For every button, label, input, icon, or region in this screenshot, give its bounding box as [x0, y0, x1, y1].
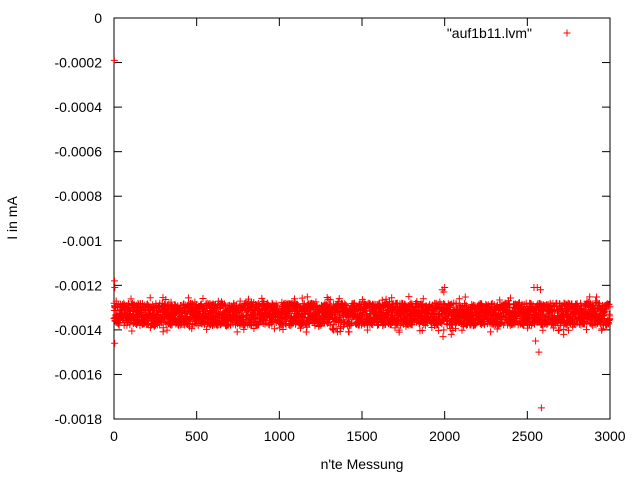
data-point — [236, 297, 244, 305]
data-point — [126, 321, 134, 329]
data-point — [564, 326, 572, 334]
data-point-outlier — [110, 277, 118, 285]
data-point — [162, 295, 170, 303]
series-points — [110, 56, 614, 412]
axis-ticks: 0 500 1000 1500 2000 2500 3000 0 -0.0002 -0.0004 -… — [55, 10, 626, 444]
y-tick-label: -0.0002 — [55, 55, 103, 71]
data-point — [452, 324, 460, 332]
data-point — [242, 299, 250, 307]
y-axis-label: I in mA — [4, 196, 20, 240]
data-point — [539, 326, 547, 334]
data-point — [606, 303, 614, 311]
data-point — [127, 295, 135, 303]
data-point — [391, 324, 399, 332]
data-point-outlier — [111, 339, 119, 347]
data-point-outlier — [535, 348, 543, 356]
data-point — [199, 294, 207, 302]
data-point-outlier — [395, 328, 403, 336]
y-tick-label: -0.0016 — [55, 366, 103, 382]
data-point-outlier — [110, 56, 118, 64]
legend-plus-marker — [563, 29, 571, 37]
data-point-outlier — [111, 284, 119, 292]
data-point-outlier — [441, 284, 449, 292]
legend-marker — [563, 29, 571, 37]
data-point — [586, 293, 594, 301]
data-point — [583, 326, 591, 334]
data-point — [159, 324, 167, 332]
data-point — [592, 321, 600, 329]
data-point — [303, 293, 311, 301]
x-tick-label: 1500 — [346, 428, 377, 444]
data-point — [461, 293, 469, 301]
data-point — [356, 300, 364, 308]
x-tick-label: 500 — [185, 428, 209, 444]
data-point — [258, 294, 266, 302]
y-tick-label: -0.0012 — [55, 277, 103, 293]
data-point — [524, 324, 532, 332]
data-point — [435, 327, 443, 335]
data-point — [335, 295, 343, 303]
data-point — [602, 306, 610, 314]
data-point — [440, 326, 448, 334]
data-point — [146, 294, 154, 302]
data-point — [487, 328, 495, 336]
data-point — [393, 320, 401, 328]
data-point-outlier — [447, 330, 455, 338]
x-tick-label: 2000 — [429, 428, 460, 444]
data-point — [188, 325, 196, 333]
data-point-outlier — [439, 333, 447, 341]
data-point — [555, 326, 563, 334]
data-point — [506, 304, 514, 312]
y-tick-label: -0.001 — [62, 233, 102, 249]
data-point-outlier — [532, 337, 540, 345]
x-tick-label: 2500 — [512, 428, 543, 444]
data-point-outlier — [560, 330, 568, 338]
y-tick-label: -0.0014 — [55, 322, 103, 338]
data-point — [388, 294, 396, 302]
data-point-outlier — [537, 286, 545, 294]
data-point — [233, 328, 241, 336]
data-point-outlier — [440, 288, 448, 296]
data-point-outlier — [537, 404, 545, 412]
data-point — [250, 325, 258, 333]
y-tick-label: -0.0004 — [55, 99, 103, 115]
data-point — [312, 298, 320, 306]
data-point — [269, 317, 277, 325]
data-point — [506, 294, 514, 302]
y-tick-label: -0.0006 — [55, 144, 103, 160]
data-point — [405, 293, 413, 301]
x-axis-label: n'te Messung — [321, 456, 404, 472]
data-point — [326, 321, 334, 329]
data-point — [196, 301, 204, 309]
data-point — [184, 294, 192, 302]
data-point — [128, 327, 136, 335]
x-tick-label: 3000 — [594, 428, 625, 444]
data-point — [240, 325, 248, 333]
x-tick-label: 0 — [110, 428, 118, 444]
data-point — [598, 325, 606, 333]
data-point — [455, 295, 463, 303]
legend-label: "auf1b11.lvm" — [447, 25, 532, 41]
y-tick-label: -0.0008 — [55, 188, 103, 204]
y-tick-label: 0 — [94, 10, 102, 26]
data-point — [418, 326, 426, 334]
data-point — [298, 294, 306, 302]
data-point — [203, 325, 211, 333]
y-tick-label: -0.0018 — [55, 411, 103, 427]
x-tick-label: 1000 — [264, 428, 295, 444]
data-point — [270, 325, 278, 333]
data-point — [326, 296, 334, 304]
data-point — [290, 295, 298, 303]
legend: "auf1b11.lvm" — [447, 25, 571, 41]
data-point — [549, 308, 557, 316]
plot-frame — [113, 17, 611, 420]
data-point — [419, 295, 427, 303]
data-point — [163, 326, 171, 334]
data-point — [458, 326, 466, 334]
data-point — [244, 295, 252, 303]
data-point — [606, 315, 614, 323]
data-point — [345, 328, 353, 336]
data-point — [341, 300, 349, 308]
